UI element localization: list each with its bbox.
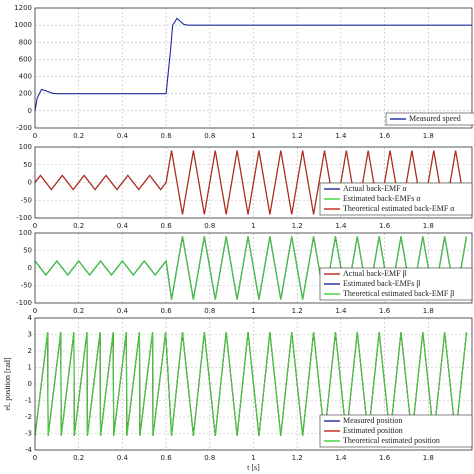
y-tick-label: -50 — [21, 282, 32, 290]
x-tick-label: 0.6 — [161, 222, 173, 230]
y-tick-label: 50 — [23, 247, 32, 255]
y-tick-label: -4 — [25, 446, 33, 454]
x-tick-label: 0.2 — [73, 132, 84, 140]
legend-label: Measured speed — [409, 114, 461, 123]
y-tick-label: 4 — [28, 314, 33, 322]
y-tick-label: -1 — [25, 397, 32, 405]
x-tick-label: 1.8 — [423, 222, 434, 230]
series-line — [34, 17, 472, 111]
x-tick-label: 0.8 — [204, 222, 215, 230]
y-tick-label: 800 — [19, 38, 32, 46]
x-tick-label: 0 — [33, 454, 37, 462]
x-tick-label: 0.2 — [73, 454, 84, 462]
x-tick-label: 1.2 — [292, 222, 303, 230]
x-tick-label: 0.4 — [117, 454, 129, 462]
x-tick-label: 1.6 — [379, 454, 391, 462]
x-tick-label: 1.4 — [335, 132, 347, 140]
y-tick-label: -100 — [16, 214, 32, 222]
x-tick-label: 1 — [251, 307, 255, 315]
x-tick-label: 1.2 — [292, 307, 303, 315]
legend-box — [319, 182, 473, 216]
series-line — [34, 332, 468, 436]
y-tick-label: 0 — [28, 107, 32, 115]
x-tick-label: 0.2 — [73, 307, 84, 315]
y-tick-label: 100 — [19, 143, 32, 151]
x-tick-label: 0.4 — [117, 132, 129, 140]
y-tick-label: -3 — [25, 430, 32, 438]
y-tick-label: -50 — [21, 196, 32, 204]
x-tick-label: 1.6 — [379, 222, 391, 230]
y-tick-label: -100 — [16, 299, 32, 307]
legend-label: Measured position — [343, 416, 402, 425]
x-tick-label: 1 — [251, 132, 255, 140]
x-tick-label: 1.8 — [423, 307, 434, 315]
legend-label: Actual back-EMF β — [343, 269, 407, 278]
legend-box — [319, 267, 473, 301]
y-tick-label: 200 — [19, 90, 32, 98]
x-tick-label: 0.8 — [204, 132, 215, 140]
legend-label: Estimated back-EMFs β — [343, 279, 420, 288]
x-tick-label: 0 — [33, 222, 37, 230]
x-tick-label: 0.8 — [204, 307, 215, 315]
x-tick-label: 1.6 — [379, 307, 391, 315]
legend-label: Theoretical estimated back-EMF β — [343, 289, 454, 298]
x-tick-label: 1.8 — [423, 454, 434, 462]
y-tick-label: 2 — [28, 347, 32, 355]
y-tick-label: 0 — [28, 380, 32, 388]
x-tick-label: 1 — [251, 222, 255, 230]
legend-box — [319, 414, 473, 448]
x-tick-label: 1 — [251, 454, 255, 462]
legend-label: Actual back-EMF α — [343, 184, 408, 193]
x-tick-label: 1.4 — [335, 454, 347, 462]
x-tick-label: 1.2 — [292, 132, 303, 140]
y-tick-label: 1200 — [14, 4, 32, 12]
x-tick-label: 0.6 — [161, 132, 173, 140]
x-tick-label: 1.4 — [335, 307, 347, 315]
plot-frame — [34, 317, 473, 451]
y-tick-label: -200 — [16, 124, 32, 132]
x-tick-label: 0.6 — [161, 454, 173, 462]
y-tick-label: 600 — [19, 55, 32, 63]
x-tick-label: 1.4 — [335, 222, 347, 230]
plot-frame — [34, 146, 473, 219]
x-tick-label: 0.4 — [117, 222, 129, 230]
x-tick-label: 0.8 — [204, 454, 215, 462]
x-tick-label: 0 — [33, 307, 37, 315]
y-tick-label: 50 — [23, 161, 32, 169]
y-tick-label: 0 — [28, 264, 32, 272]
x-tick-label: 0.6 — [161, 307, 173, 315]
legend-label: Estimated position — [343, 426, 403, 435]
legend-label: Theoretical estimated position — [343, 436, 440, 445]
y-tick-label: 100 — [19, 229, 32, 237]
legend-box — [385, 112, 474, 126]
x-tick-label: 0.4 — [117, 307, 129, 315]
x-tick-label: 0.2 — [73, 222, 84, 230]
y-tick-label: -2 — [25, 413, 32, 421]
legend-label: Theoretical estimated back-EMF α — [343, 204, 455, 213]
y-tick-label: 1000 — [14, 21, 32, 29]
x-tick-label: 1.2 — [292, 454, 303, 462]
y-tick-label: 3 — [28, 331, 32, 339]
x-axis-label: t [s] — [247, 463, 260, 472]
x-tick-label: 0 — [33, 132, 37, 140]
plot-frame — [34, 7, 473, 129]
y-tick-label: 1 — [28, 364, 32, 372]
y-tick-label: 400 — [19, 73, 32, 81]
y-axis-label: el. position [rad] — [3, 357, 12, 410]
x-tick-label: 1.8 — [423, 132, 434, 140]
y-tick-label: 0 — [28, 179, 32, 187]
legend-label: Estimated back-EMFs α — [343, 194, 421, 203]
x-tick-label: 1.6 — [379, 132, 391, 140]
series-line — [34, 150, 468, 215]
